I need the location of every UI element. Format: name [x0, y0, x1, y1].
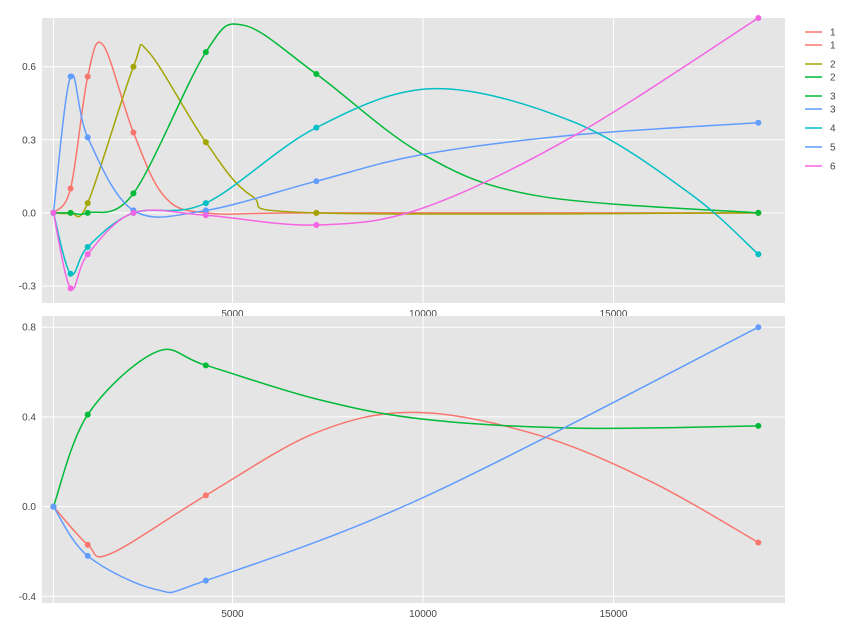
x-tick-label: 10000 — [409, 309, 437, 320]
data-point — [202, 492, 209, 499]
legend-label: 2 — [830, 73, 836, 84]
series-line — [52, 41, 759, 215]
chart-panel-bottom: 5000 10000 15000 -0.4 0.0 0.4 0.8 — [19, 316, 785, 620]
data-point — [755, 119, 762, 126]
x-tick-label: 10000 — [409, 609, 437, 620]
data-point — [313, 222, 320, 229]
series-line — [52, 411, 759, 558]
legend-label: 3 — [830, 105, 836, 116]
data-point — [755, 15, 762, 21]
data-point — [84, 541, 91, 548]
y-tick-label: 0.8 — [22, 323, 36, 334]
plot-background — [42, 18, 785, 303]
series-line — [52, 326, 759, 594]
legend: 1 1 2 2 3 3 4 5 6 — [805, 28, 836, 173]
x-tick-label: 5000 — [221, 609, 244, 620]
data-point — [755, 324, 762, 331]
y-tick-label: -0.3 — [19, 281, 37, 292]
legend-label: 3 — [830, 92, 836, 103]
data-point — [67, 73, 74, 80]
series-line — [53, 43, 759, 218]
y-tick-label: 0.0 — [22, 208, 36, 219]
legend-label: 1 — [830, 28, 836, 39]
data-point — [130, 190, 137, 197]
data-point — [755, 251, 762, 258]
data-point — [67, 285, 74, 292]
data-point — [67, 185, 74, 192]
legend-label: 6 — [830, 162, 836, 173]
data-point — [84, 411, 91, 418]
data-point — [313, 178, 320, 185]
legend-label: 5 — [830, 143, 836, 154]
y-tick-label: 0.4 — [22, 412, 36, 423]
series-line — [52, 17, 759, 291]
data-point — [202, 362, 209, 369]
data-point — [755, 422, 762, 429]
plot-background — [42, 316, 785, 603]
legend-label: 2 — [830, 60, 836, 71]
data-point — [313, 71, 320, 78]
data-point — [202, 49, 209, 56]
data-point — [84, 552, 91, 559]
x-tick-label: 15000 — [600, 609, 628, 620]
data-point — [130, 209, 137, 216]
y-tick-label: 0.0 — [22, 502, 36, 513]
x-tick-label: 15000 — [600, 309, 628, 320]
data-point — [67, 209, 74, 216]
series-line — [52, 348, 759, 507]
x-tick-label: 5000 — [221, 309, 244, 320]
data-point — [84, 251, 91, 258]
data-point — [202, 139, 209, 146]
y-tick-label: 0.6 — [22, 62, 36, 73]
data-point — [313, 124, 320, 131]
data-point — [130, 63, 137, 70]
data-point — [202, 577, 209, 584]
data-point — [130, 129, 137, 136]
data-point — [755, 539, 762, 546]
y-tick-label: -0.4 — [19, 592, 37, 603]
data-point — [67, 270, 74, 277]
series-line — [52, 73, 759, 218]
chart-panel-top: 5000 10000 15000 -0.3 0.0 0.3 0.6 — [19, 15, 785, 320]
data-point — [50, 209, 57, 216]
data-point — [84, 200, 91, 207]
legend-label: 4 — [830, 124, 836, 135]
legend-label: 1 — [830, 41, 836, 52]
data-point — [755, 209, 762, 216]
data-point — [202, 212, 209, 219]
data-point — [202, 200, 209, 207]
data-point — [202, 207, 209, 214]
data-point — [50, 503, 57, 510]
data-point — [84, 209, 91, 216]
data-point — [84, 73, 91, 80]
data-point — [84, 134, 91, 141]
y-tick-label: 0.3 — [22, 135, 36, 146]
data-point — [313, 209, 320, 216]
data-point — [84, 243, 91, 250]
